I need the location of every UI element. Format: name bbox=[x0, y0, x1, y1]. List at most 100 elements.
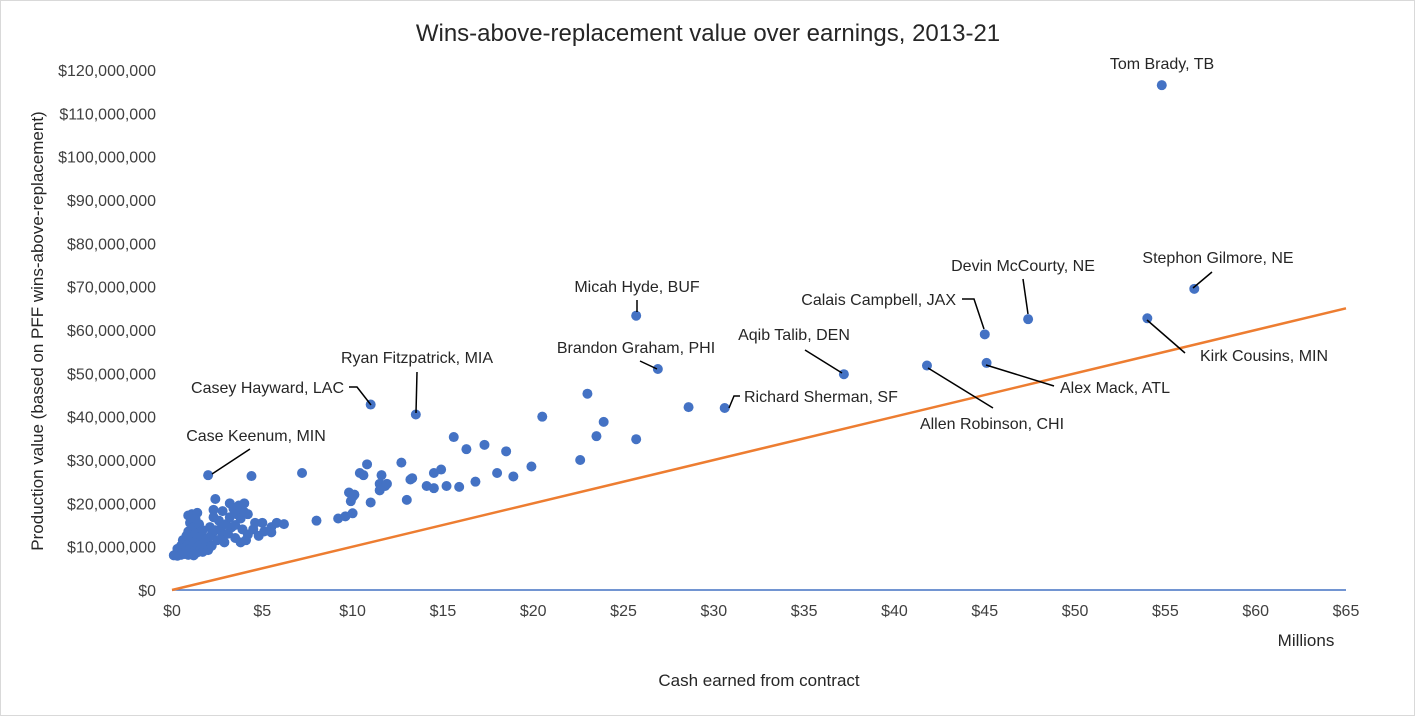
point-annotation-label: Allen Robinson, CHI bbox=[920, 416, 1064, 433]
point-annotation-label: Stephon Gilmore, NE bbox=[1142, 250, 1293, 267]
point-annotation-label: Alex Mack, ATL bbox=[1060, 380, 1170, 397]
data-point bbox=[217, 506, 228, 517]
labeled-data-point bbox=[1189, 283, 1200, 294]
data-point bbox=[278, 519, 289, 530]
trend-line bbox=[171, 307, 1347, 592]
data-point bbox=[537, 411, 548, 422]
y-tick-label: $80,000,000 bbox=[67, 236, 156, 253]
y-axis-tick-labels: $0 $10,000,000 $20,000,000 $30,000,000 $40,0… bbox=[58, 63, 156, 600]
data-point bbox=[582, 388, 593, 399]
data-point bbox=[508, 471, 519, 482]
leader-line bbox=[1146, 319, 1186, 354]
leader-line bbox=[985, 364, 1055, 387]
point-annotation-label: Calais Campbell, JAX bbox=[801, 292, 956, 309]
y-tick-label: $20,000,000 bbox=[67, 496, 156, 513]
data-point bbox=[396, 457, 407, 468]
point-annotation-label: Kirk Cousins, MIN bbox=[1200, 348, 1328, 365]
y-tick-label: $110,000,000 bbox=[59, 106, 156, 123]
x-axis-units-label: Millions bbox=[1278, 631, 1335, 650]
data-point bbox=[591, 431, 602, 442]
y-axis-title: Production value (based on PFF wins-abov… bbox=[28, 111, 47, 550]
x-tick-label: $30 bbox=[700, 603, 727, 620]
x-axis-tick-labels: $0 $5 $10 $15 $20 $25 $30 $35 $40 $45 $50 $55 $60 $65 bbox=[163, 603, 1359, 620]
data-point bbox=[436, 464, 447, 475]
leader-line bbox=[962, 298, 985, 330]
y-tick-label: $70,000,000 bbox=[67, 280, 156, 297]
data-point bbox=[598, 416, 609, 427]
leader-line bbox=[804, 349, 843, 374]
data-point bbox=[311, 515, 322, 526]
x-tick-label: $55 bbox=[1152, 603, 1179, 620]
labeled-data-point bbox=[979, 329, 990, 340]
data-point bbox=[210, 494, 221, 504]
y-tick-label: $90,000,000 bbox=[67, 193, 156, 210]
chart-title: Wins-above-replacement value over earnin… bbox=[416, 20, 1000, 47]
x-axis-title: Cash earned from contract bbox=[658, 671, 860, 690]
data-point bbox=[376, 470, 387, 481]
x-tick-label: $5 bbox=[253, 603, 271, 620]
data-point bbox=[266, 527, 277, 538]
labeled-data-point bbox=[631, 310, 642, 321]
y-tick-label: $30,000,000 bbox=[67, 453, 156, 470]
point-annotation-label: Brandon Graham, PHI bbox=[557, 340, 715, 357]
leader-line bbox=[349, 386, 372, 406]
leader-line bbox=[927, 367, 994, 409]
data-point bbox=[479, 439, 490, 450]
data-point bbox=[362, 459, 373, 470]
labeled-data-point bbox=[838, 369, 849, 380]
data-point bbox=[297, 468, 308, 478]
point-annotation-label: Aqib Talib, DEN bbox=[738, 327, 850, 344]
point-annotation-label: Ryan Fitzpatrick, MIA bbox=[341, 350, 493, 367]
y-tick-label: $60,000,000 bbox=[67, 323, 156, 340]
point-annotation-label: Case Keenum, MIN bbox=[186, 428, 326, 445]
point-annotation-label: Richard Sherman, SF bbox=[744, 389, 898, 406]
data-point bbox=[407, 473, 418, 484]
x-tick-label: $10 bbox=[339, 603, 366, 620]
annotation-leader-lines bbox=[211, 271, 1213, 475]
data-point bbox=[401, 494, 412, 505]
x-tick-label: $45 bbox=[971, 603, 998, 620]
labeled-data-point bbox=[1156, 80, 1167, 91]
data-point bbox=[631, 434, 642, 445]
x-tick-label: $20 bbox=[520, 603, 547, 620]
point-annotation-label: Casey Hayward, LAC bbox=[191, 380, 344, 397]
data-point bbox=[683, 402, 694, 413]
data-point bbox=[239, 498, 250, 509]
x-tick-label: $60 bbox=[1242, 603, 1269, 620]
leader-line bbox=[1192, 271, 1213, 289]
data-point bbox=[470, 476, 481, 487]
y-tick-label: $0 bbox=[138, 583, 156, 600]
data-point bbox=[246, 471, 257, 482]
x-tick-label: $25 bbox=[610, 603, 637, 620]
data-point bbox=[358, 470, 369, 481]
labeled-data-point bbox=[652, 364, 663, 374]
leader-line bbox=[1022, 278, 1029, 315]
labeled-data-point bbox=[203, 470, 214, 481]
data-point bbox=[461, 444, 472, 455]
point-annotation-label: Tom Brady, TB bbox=[1110, 56, 1214, 73]
x-tick-label: $65 bbox=[1333, 603, 1360, 620]
data-point bbox=[492, 468, 503, 478]
y-tick-label: $120,000,000 bbox=[58, 63, 156, 80]
leader-line bbox=[728, 395, 740, 409]
labeled-data-point bbox=[1142, 313, 1153, 324]
leader-line bbox=[415, 371, 418, 414]
data-point bbox=[192, 507, 203, 518]
data-point bbox=[526, 461, 537, 472]
data-point bbox=[242, 509, 253, 520]
data-point bbox=[428, 483, 439, 494]
data-point bbox=[448, 432, 459, 443]
x-tick-label: $0 bbox=[163, 603, 181, 620]
data-points bbox=[168, 80, 1200, 561]
x-tick-label: $35 bbox=[791, 603, 818, 620]
data-point bbox=[575, 455, 586, 465]
data-point bbox=[250, 517, 261, 528]
point-annotation-label: Micah Hyde, BUF bbox=[574, 279, 700, 296]
annotation-labels: Tom Brady, TB Stephon Gilmore, NE Devin Mc… bbox=[186, 56, 1328, 445]
point-annotation-label: Devin McCourty, NE bbox=[951, 258, 1095, 275]
labeled-data-point bbox=[719, 403, 730, 413]
data-point bbox=[365, 497, 376, 508]
x-tick-label: $40 bbox=[881, 603, 908, 620]
